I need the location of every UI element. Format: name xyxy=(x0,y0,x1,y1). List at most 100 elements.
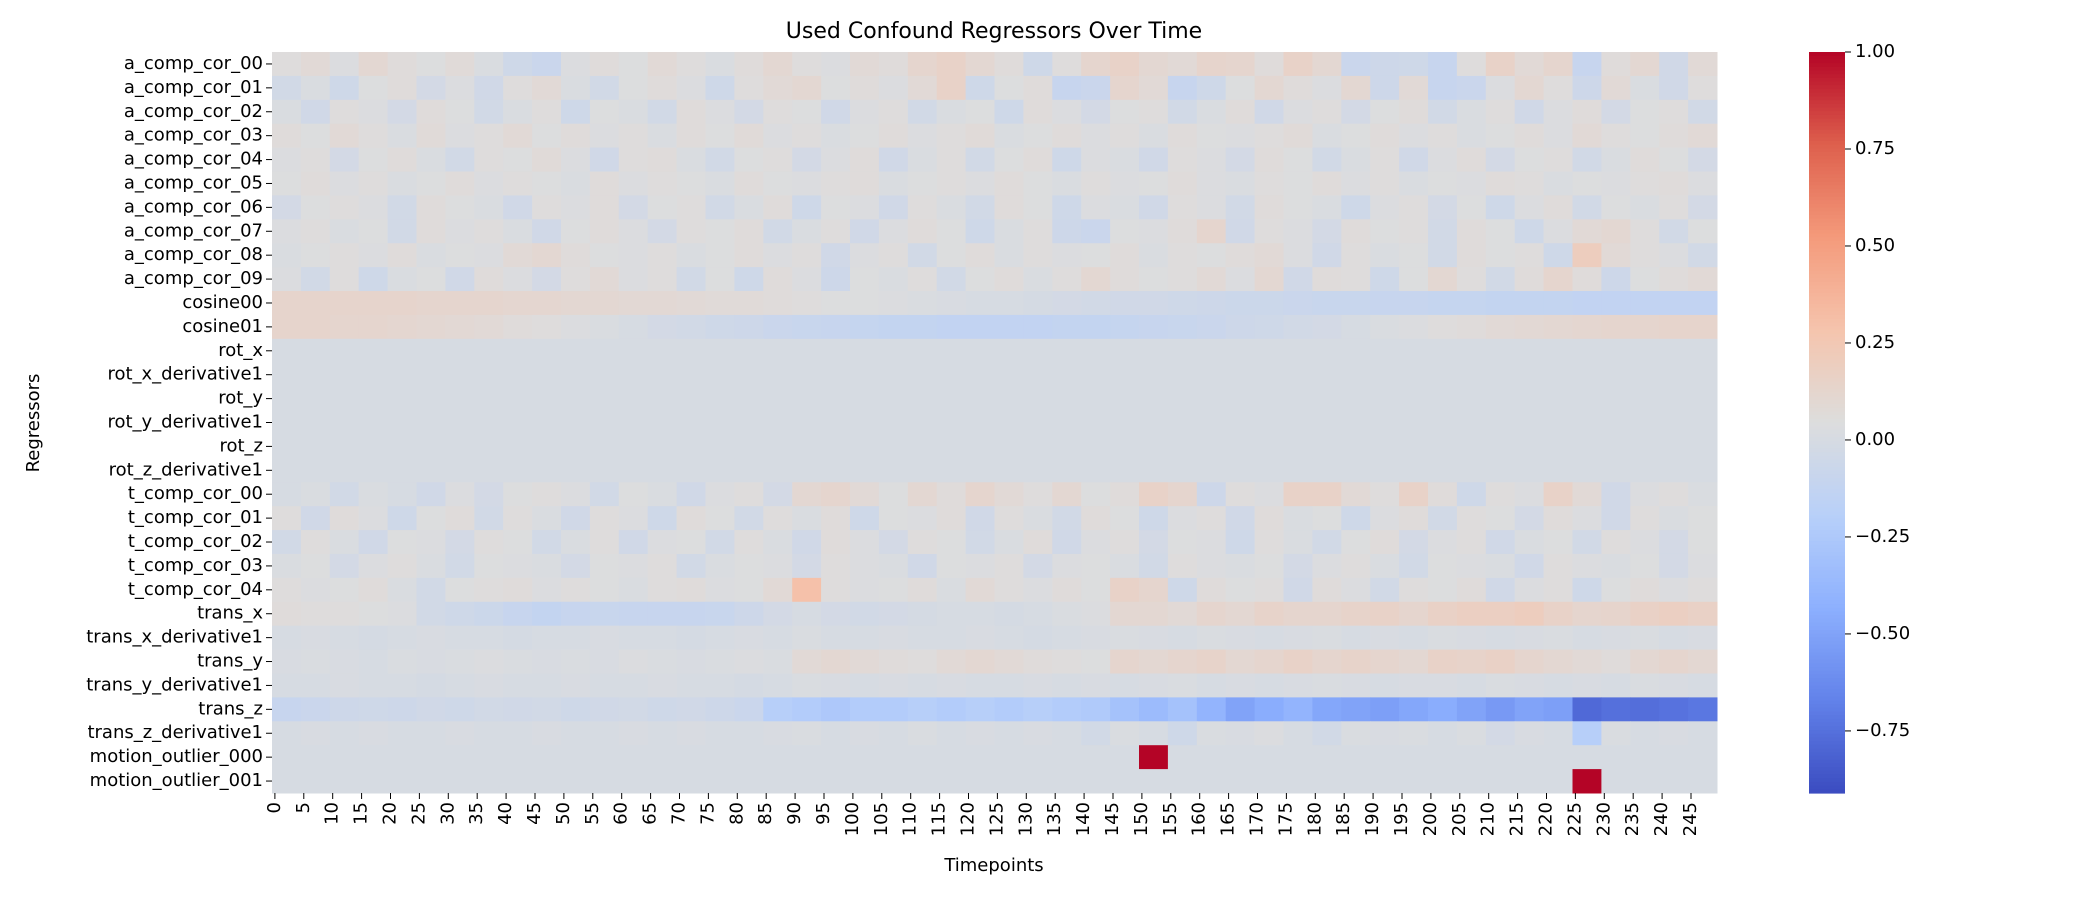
heatmap-cell xyxy=(1399,625,1429,651)
heatmap-cell xyxy=(1572,362,1602,388)
colorbar-segment xyxy=(1809,307,1845,312)
x-tick-label: 240 xyxy=(1651,802,1672,836)
heatmap-cell xyxy=(532,625,562,651)
heatmap-cell xyxy=(1572,601,1602,627)
heatmap-cell xyxy=(561,52,591,77)
colorbar-segment xyxy=(1809,774,1845,779)
heatmap-cell xyxy=(1514,506,1545,531)
heatmap-cell xyxy=(272,601,302,627)
heatmap-cell xyxy=(1543,649,1573,674)
heatmap-cell xyxy=(792,410,822,435)
colorbar-segment xyxy=(1809,285,1845,290)
heatmap-cell xyxy=(1196,577,1227,603)
heatmap-cell xyxy=(532,506,562,531)
heatmap-cell xyxy=(387,386,417,412)
heatmap-cell xyxy=(503,434,533,459)
heatmap-cell xyxy=(1254,649,1284,674)
heatmap-cell xyxy=(1399,530,1429,555)
heatmap-cell xyxy=(1283,219,1313,244)
heatmap-cell xyxy=(792,601,822,627)
colorbar-segment xyxy=(1809,70,1845,75)
y-tick-label: t_comp_cor_01 xyxy=(128,507,263,528)
heatmap-cell xyxy=(1110,625,1140,651)
heatmap-cell xyxy=(1052,171,1082,196)
heatmap-cell xyxy=(734,386,764,412)
heatmap-cell xyxy=(1167,649,1198,674)
heatmap-cell xyxy=(329,195,360,220)
heatmap-cell xyxy=(1572,123,1602,149)
colorbar-segment xyxy=(1809,133,1845,138)
heatmap-cell xyxy=(618,434,649,459)
heatmap-cell xyxy=(1196,243,1227,268)
heatmap-cell xyxy=(1196,458,1227,483)
heatmap-cell xyxy=(272,649,302,674)
heatmap-cell xyxy=(358,219,389,244)
colorbar-segment xyxy=(1809,174,1845,179)
heatmap-cell xyxy=(705,147,735,173)
heatmap-cell xyxy=(1370,530,1400,555)
heatmap-cell xyxy=(1399,195,1429,220)
heatmap-cell xyxy=(1630,75,1660,101)
heatmap-cell xyxy=(272,243,302,268)
heatmap-cell xyxy=(676,291,706,316)
heatmap-cell xyxy=(850,386,880,412)
heatmap-cell xyxy=(561,745,591,770)
heatmap-cell xyxy=(1428,601,1458,627)
colorbar-segment xyxy=(1809,59,1845,64)
heatmap-cell xyxy=(1081,649,1111,674)
heatmap-cell xyxy=(1688,697,1718,722)
heatmap-cell xyxy=(1630,482,1660,507)
heatmap-cell xyxy=(850,267,880,292)
heatmap-cell xyxy=(1312,458,1342,483)
heatmap-cell xyxy=(1601,601,1631,627)
heatmap-cell xyxy=(1023,123,1053,149)
heatmap-cell xyxy=(1370,649,1400,674)
heatmap-cell xyxy=(358,745,389,770)
heatmap-cell xyxy=(994,530,1024,555)
heatmap-cell xyxy=(763,99,793,125)
heatmap-cell xyxy=(1196,649,1227,674)
heatmap-cell xyxy=(821,386,851,412)
heatmap-cell xyxy=(676,338,706,364)
colorbar-segment xyxy=(1809,385,1845,390)
heatmap-cell xyxy=(936,195,967,220)
heatmap-cell xyxy=(474,291,504,316)
heatmap-cell xyxy=(618,482,649,507)
colorbar-segment xyxy=(1809,470,1845,475)
heatmap-cell xyxy=(965,553,995,579)
heatmap-cell xyxy=(792,147,822,173)
heatmap-cell xyxy=(1139,243,1169,268)
colorbar-segment xyxy=(1809,674,1845,679)
heatmap-cell xyxy=(1630,171,1660,196)
heatmap-cell xyxy=(503,291,533,316)
colorbar-segment xyxy=(1809,592,1845,598)
heatmap-cell xyxy=(532,123,562,149)
heatmap-cell xyxy=(878,386,909,412)
heatmap-cell xyxy=(850,458,880,483)
heatmap-cell xyxy=(1514,530,1545,555)
colorbar-segment xyxy=(1809,140,1845,146)
heatmap-cell xyxy=(907,530,938,555)
heatmap-cell xyxy=(387,721,417,746)
heatmap-cell xyxy=(1399,75,1429,101)
heatmap-cell xyxy=(358,386,389,412)
heatmap-cell xyxy=(907,506,938,531)
heatmap-cell xyxy=(416,625,446,651)
heatmap-cell xyxy=(1167,434,1198,459)
heatmap-cell xyxy=(850,243,880,268)
heatmap-cell xyxy=(647,338,678,364)
heatmap-cell xyxy=(1110,649,1140,674)
heatmap-cell xyxy=(358,147,389,173)
heatmap-cell xyxy=(792,434,822,459)
heatmap-cell xyxy=(300,99,331,125)
heatmap-cell xyxy=(445,673,475,698)
colorbar-segment xyxy=(1809,778,1845,783)
heatmap-cell xyxy=(1601,362,1631,388)
colorbar-segment xyxy=(1809,511,1845,516)
colorbar-segment xyxy=(1809,437,1845,442)
heatmap-cell xyxy=(474,601,504,627)
heatmap-cell xyxy=(300,52,331,77)
heatmap-cell xyxy=(1341,625,1371,651)
heatmap-cell xyxy=(1370,52,1400,77)
colorbar-segment xyxy=(1809,163,1845,168)
